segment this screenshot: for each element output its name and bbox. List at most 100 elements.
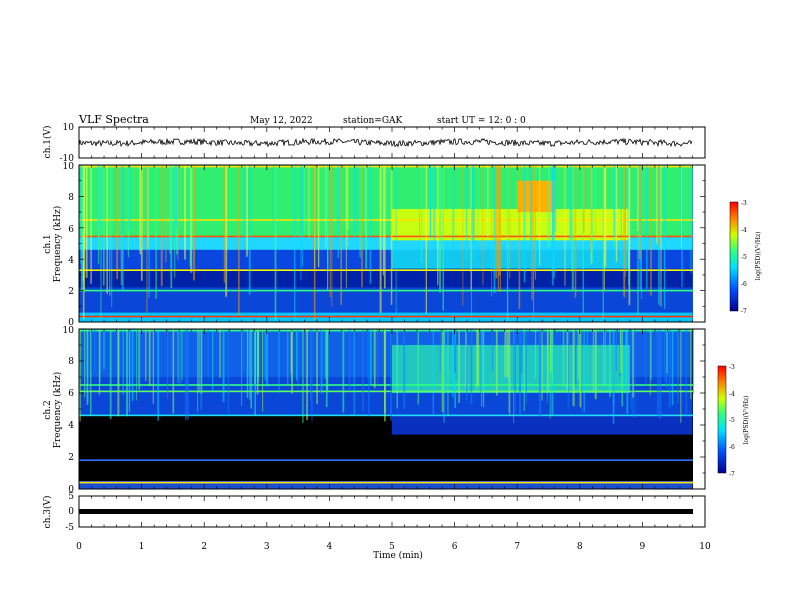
spectrogram-streak [509,329,511,417]
ch2-cbar-tick-m4: -4 [729,391,735,398]
spectrogram-streak [462,165,464,306]
spectrogram-streak [175,165,178,230]
x-axis-label: Time (min) [373,550,423,561]
spectrogram-streak [498,165,501,276]
ch1-spectrogram-panel: 0 2 4 6 8 10 ch.1 Frequency (kHz) -3 -4 … [43,162,762,328]
spectrogram-streak [483,329,485,408]
spectrogram-streak [566,329,569,392]
spectrogram-streak [476,329,478,389]
spectrogram-streak [122,329,124,395]
ch2-cbar-tick-m6: -6 [729,444,735,451]
spectrogram-streak [452,329,454,398]
spectrogram-streak [131,329,134,402]
spectrogram-streak [302,329,304,423]
ch1-cbar-tick-m7: -7 [741,308,747,315]
ch2-ylabel-line1: ch.2 [43,400,53,419]
spectrogram-streak [266,329,269,387]
spectrogram-streak [172,329,175,414]
spectrogram-streak [418,165,420,262]
spectrogram-streak [417,329,419,405]
spectrogram-streak [140,165,143,248]
ch3-ytick-0: 0 [68,507,74,517]
x-tick-3: 3 [264,542,270,552]
spectrogram-streak [85,165,88,278]
spectrogram-streak [357,165,359,233]
spectrogram-streak [383,329,386,422]
spectrogram-streak [189,165,192,266]
spectrogram-streak [567,329,569,410]
spectrogram-streak [248,329,251,400]
spectrogram-streak [547,329,549,393]
spectrogram-streak [518,165,521,310]
spectrogram-streak [571,165,574,291]
spectrogram-streak [187,329,189,420]
spectrogram-streak [225,165,228,297]
ch3-ylabel: ch.3(V) [42,496,53,529]
spectrogram-streak [177,329,179,383]
ch1-cbar-tick-m4: -4 [741,227,747,234]
spectrogram-streak [353,165,356,238]
ch1-ytick-10: 10 [63,162,75,172]
spectrogram-streak [623,165,626,298]
spectrogram-streak [604,165,607,267]
spectrogram-streak [432,329,434,414]
spectrogram-streak [677,329,679,404]
spectrogram-streak [98,329,101,395]
x-tick-0: 0 [76,542,82,552]
spectrogram-line [79,481,693,484]
spectrogram-streak [395,165,397,315]
spectrogram-streak [377,329,379,388]
spectrogram-streak [128,165,131,230]
spectrogram-streak [480,329,482,394]
spectrogram-streak [103,165,105,286]
spectrogram-streak [193,165,196,281]
spectrogram-streak [390,165,393,305]
spectrogram-streak [630,329,632,410]
spectrogram-band [79,415,392,425]
spectrogram-streak [80,165,82,265]
ch3-ytick-m5: -5 [65,523,74,533]
spectrogram-band [79,287,693,313]
spectrogram-streak [348,329,351,392]
spectrogram-streak [491,329,494,371]
ch3-waveform-trace [79,509,693,514]
spectrogram-streak [572,329,575,407]
spectrogram-streak [583,329,585,413]
ch1-cbar-tick-m5: -5 [741,254,747,261]
spectrogram-streak [458,329,460,403]
spectrogram-streak [615,329,617,372]
spectrogram-line [79,414,693,417]
spectrogram-streak [82,165,85,319]
spectrogram-streak [591,165,594,264]
spectrogram-streak [429,165,432,237]
spectrogram-streak [658,165,661,246]
spectrogram-streak [331,165,333,307]
spectrogram-streak [89,329,92,415]
ch2-ytick-8: 8 [68,357,74,367]
spectrogram-streak [534,165,537,280]
ch1-ytick-6: 6 [68,225,74,235]
spectrogram-streak [487,165,489,238]
x-tick-1: 1 [139,542,145,552]
spectrogram-streak [98,165,100,265]
spectrogram-line [79,165,693,168]
spectrogram-streak [109,329,112,420]
spectrogram-streak [666,329,668,374]
spectrogram-streak [571,165,572,270]
spectrogram-band [392,415,693,435]
spectrogram-streak [300,165,302,251]
spectrogram-streak [198,329,200,393]
spectrogram-streak [632,329,634,398]
spectrogram-streak [170,165,173,289]
spectrogram-streak [137,329,139,386]
spectrogram-streak [621,329,624,407]
ch2-ytick-6: 6 [68,389,74,399]
spectrogram-streak [604,329,606,387]
spectrogram-streak [433,165,436,245]
spectrogram-line [79,315,693,318]
ch1-ytick-4: 4 [68,256,74,266]
ch3-waveform-panel: 5 0 -5 ch.3(V) [42,492,706,533]
spectrogram-streak [550,329,552,372]
x-tick-8: 8 [577,542,583,552]
spectrogram-streak [554,165,557,232]
